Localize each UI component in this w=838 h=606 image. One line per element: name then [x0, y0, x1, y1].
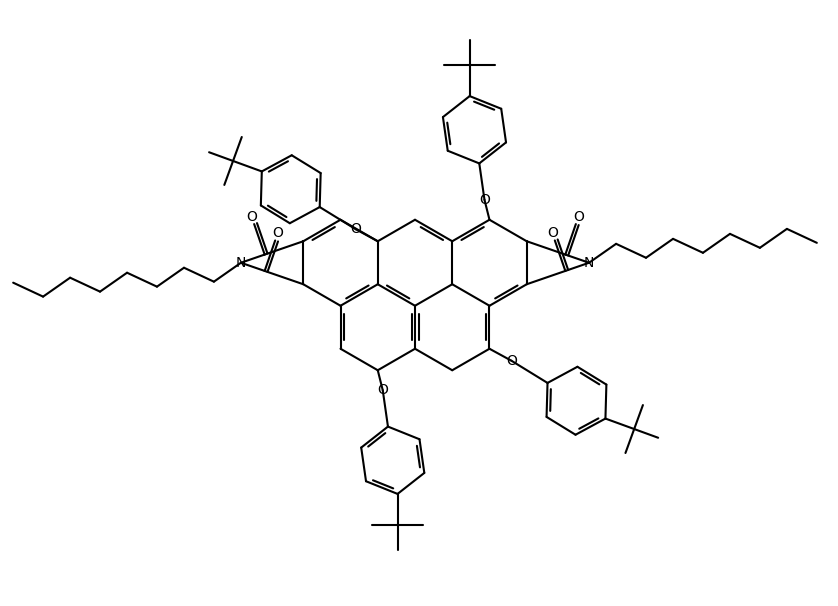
Text: O: O [573, 210, 584, 224]
Text: O: O [246, 210, 257, 224]
Text: O: O [506, 354, 517, 368]
Text: O: O [377, 383, 388, 398]
Text: O: O [546, 226, 557, 240]
Text: O: O [272, 226, 283, 240]
Text: O: O [479, 193, 490, 207]
Text: O: O [350, 222, 361, 236]
Text: N: N [235, 256, 246, 270]
Text: N: N [584, 256, 594, 270]
